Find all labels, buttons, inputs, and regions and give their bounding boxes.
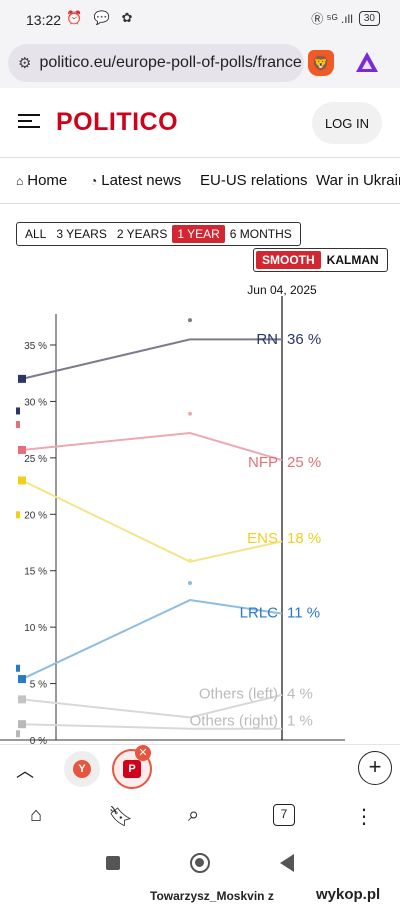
series-name-label-others-right: Others (right) <box>190 713 278 730</box>
y-tick-label: 0 % <box>30 736 47 744</box>
clock-icon: ◔ <box>90 174 98 188</box>
series-dot-lrlc <box>16 664 20 672</box>
browser-url-area: ⚙ politico.eu/europe-poll-of-polls/franc… <box>0 38 400 88</box>
series-dot-nfp <box>16 421 20 428</box>
series-value-label-ens: 18 % <box>287 530 321 547</box>
close-tab-icon[interactable]: ✕ <box>135 745 151 761</box>
series-dot-rn <box>188 318 192 323</box>
series-name-label-rn: RN <box>256 331 278 348</box>
y-tick-label: 35 % <box>24 341 47 352</box>
watermark-logo: wykop.pl <box>316 886 381 903</box>
browser-toolbar: ⌂ 🔖︎ ⌕ 7 ⋮ <box>0 792 400 840</box>
battery-icon: 30 <box>358 11 380 26</box>
series-marker-lrlc <box>18 675 26 684</box>
series-name-label-lrlc: LRLC <box>240 604 279 621</box>
series-line-rn <box>21 338 282 380</box>
series-marker-others-right <box>18 720 26 729</box>
kalman-button[interactable]: KALMAN <box>326 253 379 267</box>
series-name-label-nfp: NFP <box>248 454 278 471</box>
status-bar: 13:22 ⏰ 💬 ✿ Ⓡ ⁵ᴳ .ıll 30 <box>0 0 400 38</box>
site-settings-icon[interactable]: ⚙ <box>18 55 32 72</box>
series-name-label-others-left: Others (left) <box>199 686 278 703</box>
y-tick-label: 30 % <box>24 397 47 408</box>
nav-item-home[interactable]: ⌂ Home <box>16 172 68 189</box>
new-tab-icon[interactable]: + <box>358 751 392 785</box>
search-icon[interactable]: ⌕ <box>188 804 200 826</box>
series-marker-ens <box>18 476 26 485</box>
menu-search-icon[interactable] <box>18 114 40 132</box>
brave-rewards-icon[interactable] <box>356 52 378 72</box>
series-value-label-nfp: 25 % <box>287 454 321 471</box>
tab-strip: ︿ Y P ✕ + <box>0 744 400 792</box>
series-dot-lrlc <box>188 581 192 586</box>
series-value-label-lrlc: 11 % <box>287 604 320 621</box>
status-time: 13:22 <box>26 12 62 28</box>
y-tick-label: 25 % <box>24 454 47 465</box>
yandex-icon: Y <box>73 760 91 778</box>
url-bar[interactable]: ⚙ politico.eu/europe-poll-of-polls/franc… <box>8 44 304 82</box>
filter-all[interactable]: ALL <box>25 227 47 241</box>
series-line-lrlc <box>21 599 283 680</box>
more-menu-icon[interactable]: ⋮ <box>354 806 374 828</box>
series-dot-ens <box>16 511 20 519</box>
politico-logo[interactable]: POLITICO <box>56 108 179 136</box>
series-value-label-others-left: 4 % <box>287 686 313 703</box>
tab-yandex[interactable]: Y <box>64 751 100 787</box>
series-dot-others-right <box>16 730 20 738</box>
home-nav-icon[interactable] <box>190 853 210 873</box>
series-marker-nfp <box>18 445 26 454</box>
series-line-ens <box>21 479 283 563</box>
smoothing-toggle: SMOOTH KALMAN <box>253 248 388 272</box>
y-tick-label: 5 % <box>30 680 47 691</box>
y-tick-label: 15 % <box>24 567 47 578</box>
nav-item-latest-news[interactable]: ◔ Latest news <box>90 172 182 189</box>
status-right: Ⓡ ⁵ᴳ .ıll 30 <box>311 10 380 27</box>
series-name-label-ens: ENS <box>247 530 278 547</box>
login-button[interactable]: LOG IN <box>312 102 382 144</box>
series-value-label-rn: 36 % <box>287 331 321 348</box>
poll-chart-svg[interactable]: 35 % 30 % 25 % 20 % 15 % 10 % 5 % 0 % Jun 04, 20… <box>0 276 400 747</box>
time-range-filter: ALL 3 YEARS 2 YEARS 1 YEAR 6 MONTHS <box>16 222 301 246</box>
y-tick-label: 20 % <box>24 510 47 521</box>
site-header: POLITICO LOG IN <box>0 88 400 158</box>
notification-icons: ⏰ 💬 ✿ <box>66 10 137 25</box>
url-text[interactable]: politico.eu/europe-poll-of-polls/france <box>39 54 302 71</box>
brave-shields-icon[interactable]: 🦁 <box>308 50 334 76</box>
series-value-label-others-right: 1 % <box>287 713 313 730</box>
politico-tab-icon: P <box>123 760 141 778</box>
watermark: Towarzysz_Moskvin z wykop.pl <box>0 885 400 908</box>
watermark-user: Towarzysz_Moskvin z <box>150 889 274 903</box>
series-dot-ens <box>188 558 192 563</box>
series-line-others-right <box>21 723 282 730</box>
filter-6-months[interactable]: 6 MONTHS <box>229 227 292 241</box>
series-marker-others-left <box>18 695 26 704</box>
android-nav-bar <box>0 840 400 885</box>
series-marker-rn <box>18 374 26 383</box>
nav-item-war-in-ukraine[interactable]: War in Ukraine <box>316 172 400 189</box>
series-dot-rn <box>16 407 20 415</box>
home-icon: ⌂ <box>16 174 24 188</box>
y-tick-label: 10 % <box>24 623 47 634</box>
poll-chart[interactable]: 35 % 30 % 25 % 20 % 15 % 10 % 5 % 0 % Jun 04, 20… <box>0 276 400 747</box>
smooth-button[interactable]: SMOOTH <box>256 251 321 269</box>
main-nav: ⌂ Home ◔ Latest news EU-US relations War i… <box>0 158 400 204</box>
bookmark-icon[interactable]: 🔖︎ <box>108 806 134 828</box>
signal-icon: Ⓡ ⁵ᴳ .ıll <box>311 12 353 26</box>
filter-2-years[interactable]: 2 YEARS <box>116 227 168 241</box>
cursor-date-label: Jun 04, 2025 <box>247 283 317 297</box>
home-button-icon[interactable]: ⌂ <box>30 804 43 826</box>
chevron-up-icon[interactable]: ︿ <box>16 761 34 781</box>
series-dot-nfp <box>188 411 192 416</box>
series-line-nfp <box>21 432 283 462</box>
nav-item-eu-us-relations[interactable]: EU-US relations <box>200 172 308 189</box>
tab-count-icon[interactable]: 7 <box>273 804 295 826</box>
recents-icon[interactable] <box>106 856 120 870</box>
series-line-others-left <box>21 693 283 719</box>
filter-1-year[interactable]: 1 YEAR <box>172 225 225 243</box>
back-icon[interactable] <box>280 854 294 872</box>
filter-3-years[interactable]: 3 YEARS <box>56 227 107 241</box>
